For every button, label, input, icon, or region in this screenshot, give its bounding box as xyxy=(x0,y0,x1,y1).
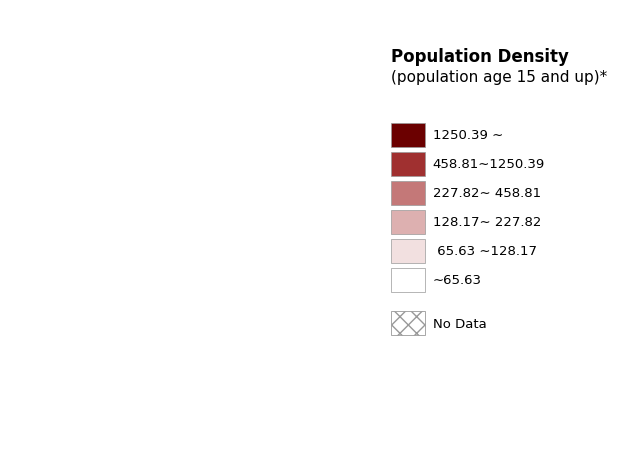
Text: No Data: No Data xyxy=(432,317,486,330)
Text: 227.82∼ 458.81: 227.82∼ 458.81 xyxy=(432,187,541,200)
Text: 128.17∼ 227.82: 128.17∼ 227.82 xyxy=(432,216,541,229)
Text: 1250.39 ∼: 1250.39 ∼ xyxy=(432,129,502,142)
Text: ∼65.63: ∼65.63 xyxy=(432,274,481,286)
Text: Population Density: Population Density xyxy=(391,48,569,67)
Text: 458.81∼1250.39: 458.81∼1250.39 xyxy=(432,158,545,171)
Text: 65.63 ∼128.17: 65.63 ∼128.17 xyxy=(432,245,536,257)
Text: (population age 15 and up)*: (population age 15 and up)* xyxy=(391,70,607,84)
